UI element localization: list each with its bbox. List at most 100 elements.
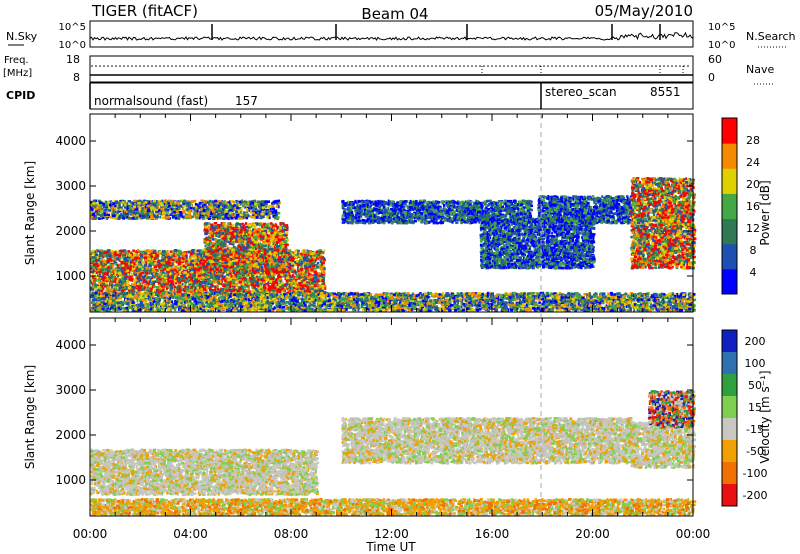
heatmap-cell bbox=[171, 254, 175, 258]
heatmap-cell bbox=[99, 288, 102, 291]
heatmap-cell bbox=[136, 277, 139, 280]
heatmap-cell bbox=[207, 277, 210, 281]
heatmap-cell bbox=[155, 285, 160, 289]
heatmap-cell bbox=[297, 267, 300, 271]
heatmap-cell bbox=[105, 265, 108, 269]
heatmap-cell bbox=[249, 291, 253, 295]
heatmap-cell bbox=[247, 287, 250, 291]
heatmap-cell bbox=[312, 262, 315, 265]
heatmap-cell bbox=[204, 280, 208, 284]
heatmap-cell bbox=[178, 262, 182, 265]
heatmap-cell bbox=[117, 274, 120, 278]
nave-dot bbox=[651, 65, 653, 67]
heatmap-cell bbox=[164, 261, 168, 264]
heatmap-cell bbox=[292, 271, 295, 274]
heatmap-cell bbox=[158, 273, 162, 276]
heatmap-cell bbox=[202, 288, 205, 292]
heatmap-cell bbox=[278, 283, 282, 286]
heatmap-cell bbox=[278, 288, 282, 292]
heatmap-cell bbox=[300, 284, 305, 288]
heatmap-cell bbox=[210, 275, 213, 278]
heatmap-cell bbox=[187, 287, 190, 291]
nave-dot bbox=[427, 65, 429, 67]
heatmap-cell bbox=[142, 280, 145, 284]
heatmap-cell bbox=[90, 270, 93, 274]
nave-dot bbox=[539, 65, 541, 67]
heatmap-cell bbox=[183, 271, 187, 274]
heatmap-cell bbox=[217, 281, 220, 284]
heatmap-cell bbox=[201, 290, 205, 294]
heatmap-cell bbox=[242, 276, 246, 280]
heatmap-cell bbox=[95, 259, 98, 262]
nave-dot bbox=[231, 65, 233, 67]
nave-dot bbox=[271, 65, 273, 67]
heatmap-cell bbox=[166, 268, 170, 271]
heatmap-cell bbox=[140, 287, 144, 290]
heatmap-cell bbox=[175, 260, 178, 264]
heatmap-cell bbox=[147, 275, 151, 279]
heatmap-cell bbox=[124, 253, 127, 257]
heatmap-cell bbox=[140, 263, 143, 266]
nave-dot bbox=[411, 65, 413, 67]
heatmap-cell bbox=[302, 257, 306, 260]
heatmap-cell bbox=[97, 278, 101, 282]
heatmap-cell bbox=[291, 266, 294, 270]
heatmap-cell bbox=[136, 282, 140, 286]
heatmap-cell bbox=[191, 284, 195, 287]
heatmap-cell bbox=[116, 263, 119, 267]
heatmap-cell bbox=[171, 250, 174, 253]
heatmap-cell bbox=[270, 277, 273, 280]
nave-dot bbox=[95, 65, 97, 67]
heatmap-cell bbox=[127, 291, 130, 294]
heatmap-cell bbox=[321, 251, 324, 255]
heatmap-cell bbox=[188, 250, 191, 254]
heatmap-cell bbox=[172, 252, 175, 255]
heatmap-cell bbox=[111, 268, 115, 271]
heatmap-cell bbox=[299, 287, 303, 291]
heatmap-cell bbox=[99, 275, 101, 279]
heatmap-cell bbox=[232, 285, 235, 288]
heatmap-cell bbox=[146, 276, 149, 280]
heatmap-cell bbox=[315, 274, 318, 278]
heatmap-cell bbox=[233, 280, 236, 283]
heatmap-cell bbox=[114, 273, 119, 276]
heatmap-cell bbox=[263, 284, 265, 287]
heatmap-cell bbox=[133, 278, 136, 282]
heatmap-cell bbox=[143, 288, 147, 292]
nave-dot bbox=[415, 65, 417, 67]
heatmap-cell bbox=[222, 286, 225, 289]
nave-dot bbox=[435, 65, 437, 67]
heatmap-cell bbox=[269, 279, 272, 283]
heatmap-cell bbox=[92, 259, 95, 263]
heatmap-cell bbox=[96, 264, 100, 268]
heatmap-cell bbox=[149, 268, 153, 271]
heatmap-cell bbox=[113, 257, 116, 260]
nave-dot bbox=[431, 65, 433, 67]
heatmap-cell bbox=[210, 282, 213, 285]
heatmap-cell bbox=[126, 269, 130, 273]
nave-dot bbox=[607, 65, 609, 67]
heatmap-cell bbox=[156, 288, 159, 292]
heatmap-cell bbox=[278, 277, 282, 281]
heatmap-cell bbox=[143, 269, 146, 273]
heatmap-cell bbox=[134, 288, 138, 291]
heatmap-cell bbox=[303, 253, 307, 257]
nave-dot bbox=[575, 65, 577, 67]
heatmap-cell bbox=[270, 288, 273, 292]
nave-dot bbox=[391, 65, 393, 67]
heatmap-cell bbox=[168, 261, 171, 264]
freq-panel bbox=[89, 55, 694, 83]
heatmap-cell bbox=[162, 251, 165, 255]
nsky-tick-top: 10^5 bbox=[59, 22, 86, 33]
nave-dot bbox=[195, 65, 197, 67]
heatmap-cell bbox=[133, 253, 137, 256]
heatmap-cell bbox=[224, 287, 228, 290]
heatmap-cell bbox=[90, 252, 92, 256]
heatmap-cell bbox=[170, 289, 174, 293]
heatmap-cell bbox=[288, 289, 292, 292]
heatmap-cell bbox=[247, 254, 251, 257]
heatmap-cell bbox=[150, 262, 153, 265]
heatmap-cell bbox=[186, 273, 190, 276]
heatmap-cell bbox=[167, 256, 171, 259]
heatmap-cell bbox=[131, 283, 135, 286]
